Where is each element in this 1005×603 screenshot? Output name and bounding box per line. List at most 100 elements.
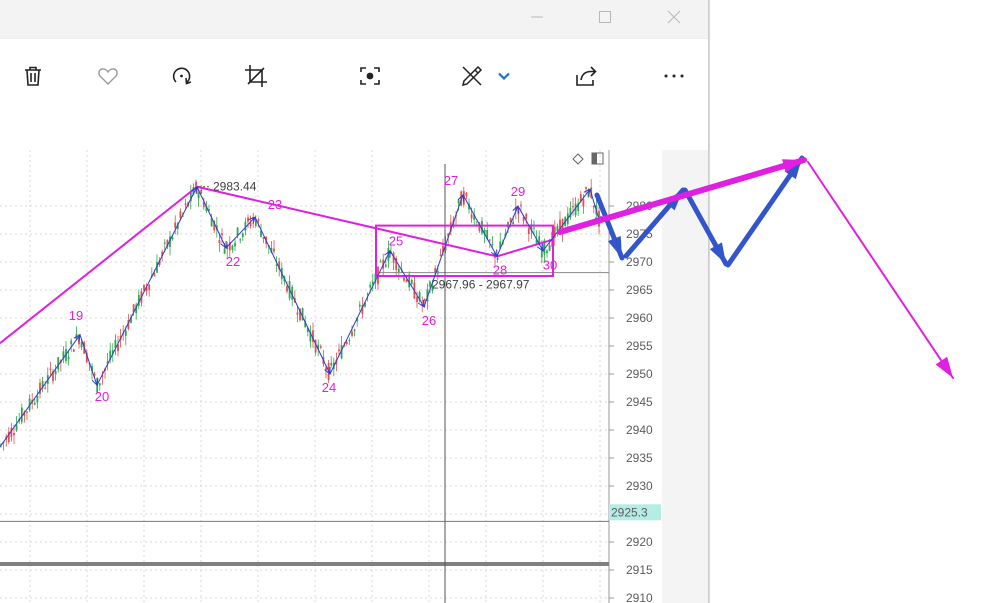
toolbar [0,38,710,151]
candle-body [457,199,460,204]
candle-body [137,294,140,306]
candle-body [166,240,169,248]
candle-body [447,233,450,237]
minimize-button[interactable] [514,2,560,32]
candle-body [410,280,413,284]
wave-label: 27 [444,173,458,188]
candle-body [36,396,39,403]
candle-body [143,284,145,291]
candle-body [163,242,166,244]
delete-button[interactable] [16,59,50,93]
candle-body [353,329,356,332]
projection-drop [807,161,954,379]
candle-body [174,222,177,228]
close-button[interactable] [651,2,697,32]
more-icon [664,74,684,78]
candle-body [496,257,499,260]
candle-body [273,248,275,252]
crop-button[interactable] [239,59,273,93]
window-edge [708,0,710,603]
candle-body [369,284,372,288]
candle-body [306,328,309,333]
candle-body [403,277,405,281]
candle-body [15,424,18,431]
candle-body [260,230,262,237]
candle-body [296,312,299,315]
candle-body [358,304,361,307]
candle-body [340,345,343,359]
candle-body [109,350,112,360]
minimize-icon [531,16,543,18]
projection-arrow [725,155,805,268]
candle-body [228,242,231,251]
zigzag-arrowhead [91,378,99,387]
price-tick-label: 2910 [626,591,653,603]
candle-body [20,407,23,423]
candle-body [127,320,130,330]
more-options-button[interactable] [657,59,691,93]
candle-body [429,281,431,287]
zigzag-segment [225,216,256,249]
visual-search-button[interactable] [353,59,387,93]
candle-body [26,411,28,413]
candle-body [286,286,288,292]
candle-body [548,245,551,251]
candle-body [348,340,351,342]
candle-body [317,344,320,350]
close-icon [667,10,681,24]
candle-body [249,222,252,227]
candle-body [423,299,426,302]
candle-body [304,320,307,328]
candle-body [481,220,483,234]
candle-body [371,281,374,285]
candle-body [28,398,31,411]
candle-body [169,236,171,247]
candle-body [205,206,208,212]
rotate-button[interactable] [165,59,199,93]
draw-button[interactable] [455,59,489,93]
zigzag-segment [423,194,464,307]
candle-body [236,227,239,236]
favorite-button[interactable] [91,59,125,93]
candle-body [299,308,301,321]
share-button[interactable] [569,59,603,93]
zigzag-segment [517,205,544,252]
projection-drop-head [935,356,953,378]
candle-body [218,240,221,243]
candle-body [124,330,127,337]
visual-search-icon [360,67,380,85]
projection-arrow-head [784,158,802,180]
image-view: 2910291529202925293029352940294529502955… [0,150,710,603]
wave-label: 30 [543,258,557,273]
candle-body [72,349,75,352]
candle-body [592,205,595,208]
candle-body [522,216,525,221]
candle-body [473,214,476,220]
candle-body [512,221,515,225]
candle-body [176,223,179,229]
candle-body [330,362,333,366]
candle-body [478,222,481,231]
zigzag-segment [79,334,98,386]
candle-body [106,361,109,365]
candle-body [98,383,101,386]
candle-body [338,349,340,352]
candle-body [101,375,104,377]
share-icon [576,66,597,86]
candle-body [395,257,398,270]
candle-body [535,239,538,245]
candle-body [553,226,556,238]
projection-line-head [782,159,804,173]
candle-body [130,317,132,324]
draw-dropdown-button[interactable] [489,59,519,93]
candle-body [278,261,281,270]
candle-body [93,374,96,376]
candle-body [309,331,312,342]
candle-body [189,191,192,202]
maximize-button[interactable] [582,2,628,32]
candle-body [158,260,161,265]
candle-body [509,217,512,222]
candle-body [270,247,273,253]
candle-body [257,219,260,221]
candle-body [213,220,216,231]
